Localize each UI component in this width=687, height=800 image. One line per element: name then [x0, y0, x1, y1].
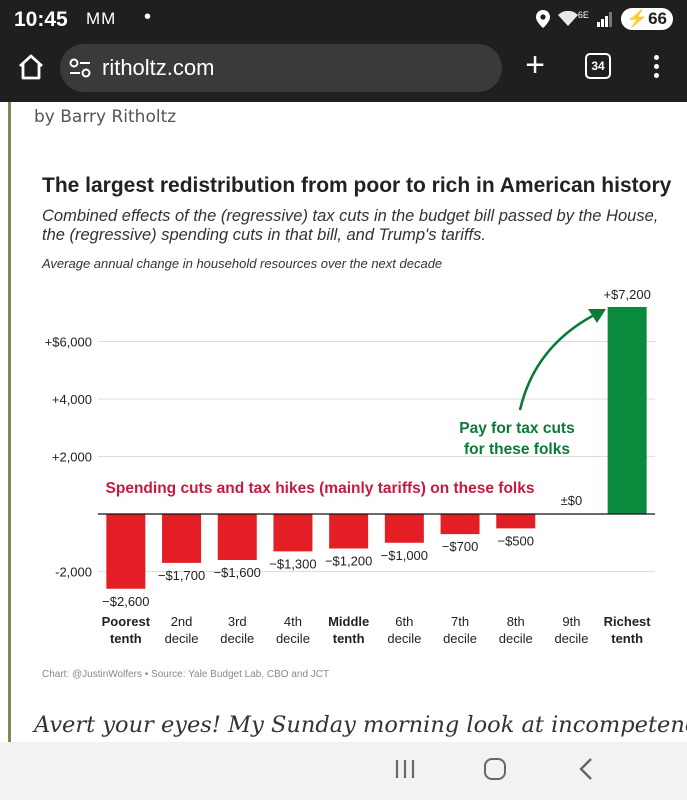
- bar-8: [496, 514, 536, 529]
- gmail-notification-icon: MM: [86, 9, 117, 28]
- x-tick-label: tenth: [333, 631, 365, 646]
- recent-apps-icon[interactable]: [394, 758, 416, 780]
- annotation-arrow: [518, 311, 599, 411]
- system-nav-bar: [0, 742, 687, 800]
- bar-5: [329, 514, 369, 549]
- more-menu-icon[interactable]: [648, 52, 664, 82]
- x-tick-label: 7th: [451, 614, 469, 629]
- bar-value-label: −$1,000: [381, 548, 428, 563]
- url-text: ritholtz.com: [102, 55, 215, 80]
- bar-value-label: ±$0: [561, 493, 583, 508]
- wifi-icon: [557, 11, 578, 26]
- bar-1: [106, 514, 146, 589]
- annotation-negative: Spending cuts and tax hikes (mainly tari…: [106, 480, 535, 497]
- location-icon: [535, 10, 550, 28]
- y-tick-label: +2,000: [52, 450, 92, 465]
- tab-switcher-button[interactable]: 34: [585, 53, 611, 79]
- x-tick-label: Poorest: [102, 614, 151, 629]
- battery-level: 66: [648, 9, 667, 28]
- x-tick-label: tenth: [110, 631, 142, 646]
- bar-10: [607, 307, 647, 514]
- signal-icon: [596, 12, 612, 27]
- status-right-icons: 6E ⚡66: [535, 8, 673, 30]
- bar-4: [273, 514, 313, 552]
- bar-chart: -2,000 +2,000 +4,000 +$6,000 −$2,600 Poorest t…: [45, 287, 655, 646]
- byline: by Barry Ritholtz: [34, 107, 177, 127]
- bar-2: [162, 514, 202, 563]
- x-tick-label: 9th: [562, 614, 580, 629]
- y-tick-label: +$6,000: [45, 335, 92, 350]
- bar-3: [217, 514, 257, 560]
- x-tick-label: decile: [387, 631, 421, 646]
- address-bar[interactable]: ritholtz.com: [60, 44, 502, 92]
- x-tick-label: 8th: [507, 614, 525, 629]
- x-tick-label: Middle: [328, 614, 369, 629]
- chart-source: Chart: @JustinWolfers • Source: Yale Bud…: [42, 669, 330, 680]
- x-tick-label: decile: [499, 631, 533, 646]
- chart-subtitle: Combined effects of the (regressive) tax…: [42, 207, 659, 244]
- network-type-label: 6E: [577, 10, 589, 20]
- site-settings-icon[interactable]: [68, 57, 92, 79]
- status-time: 10:45: [14, 8, 68, 31]
- bar-value-label: −$500: [497, 533, 534, 548]
- x-tick-label: tenth: [611, 631, 643, 646]
- x-tick-label: decile: [554, 631, 588, 646]
- bar-value-label: −$2,600: [102, 594, 149, 609]
- bar-value-label: −$1,300: [269, 556, 316, 571]
- x-tick-label: decile: [276, 631, 310, 646]
- back-icon[interactable]: [576, 757, 598, 781]
- x-tick-label: 2nd: [171, 614, 193, 629]
- article-paragraph: Avert your eyes! My Sunday morning look …: [34, 712, 687, 738]
- home-button-icon[interactable]: [484, 758, 506, 780]
- annotation-positive-line1: Pay for tax cuts: [459, 420, 574, 437]
- x-tick-label: 6th: [395, 614, 413, 629]
- x-tick-label: decile: [220, 631, 254, 646]
- bar-value-label: +$7,200: [603, 287, 650, 302]
- x-tick-label: decile: [165, 631, 199, 646]
- x-tick-label: 3rd: [228, 614, 247, 629]
- browser-toolbar: ritholtz.com + 34: [0, 40, 687, 102]
- bar-value-label: −$1,700: [158, 568, 205, 583]
- x-tick-label: decile: [443, 631, 477, 646]
- more-notifications-icon: •: [144, 6, 152, 28]
- y-tick-label: -2,000: [55, 565, 92, 580]
- annotation-positive-line2: for these folks: [464, 441, 570, 458]
- bar-value-label: −$1,600: [214, 565, 261, 580]
- bar-7: [440, 514, 480, 535]
- y-tick-label: +4,000: [52, 392, 92, 407]
- arrowhead-icon: [588, 309, 606, 323]
- status-bar: 10:45 MM • 6E ⚡66: [0, 0, 687, 40]
- bar-6: [384, 514, 424, 543]
- x-tick-label: Richest: [604, 614, 652, 629]
- home-icon[interactable]: [16, 52, 46, 82]
- blockquote-rule: [8, 102, 11, 742]
- x-tick-label: 4th: [284, 614, 302, 629]
- new-tab-icon[interactable]: +: [525, 46, 545, 84]
- chart-title: The largest redistribution from poor to …: [42, 174, 672, 197]
- bar-value-label: −$1,200: [325, 554, 372, 569]
- chart-y-description: Average annual change in household resou…: [42, 256, 443, 271]
- bar-value-label: −$700: [442, 539, 479, 554]
- battery-indicator: ⚡66: [620, 8, 673, 30]
